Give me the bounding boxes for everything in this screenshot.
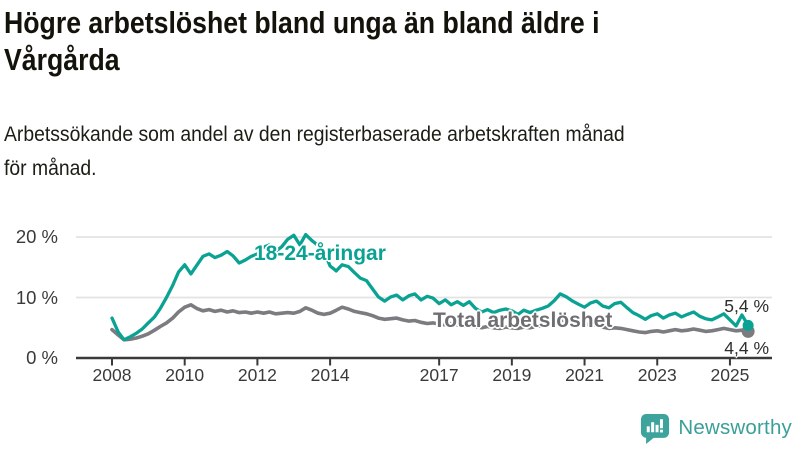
logo-exclamation-bar xyxy=(660,418,664,428)
series-label-18-24: 18-24-åringar xyxy=(254,242,386,265)
chart-canvas xyxy=(76,232,772,366)
x-tick-label-2010: 2010 xyxy=(165,365,205,385)
y-tick-label-0: 0 % xyxy=(26,347,58,368)
series-end-dot-0 xyxy=(742,319,754,331)
x-tick-label-2012: 2012 xyxy=(237,365,277,385)
logo-bar-medium xyxy=(655,424,659,432)
x-tick-label-2023: 2023 xyxy=(637,365,677,385)
subtitle-line-1: Arbetssökande som andel av den registerb… xyxy=(4,122,625,146)
chart-header: Högre arbetslöshet bland unga än bland ä… xyxy=(4,4,796,185)
y-tick-label-10: 10 % xyxy=(15,286,58,308)
chart-subtitle: Arbetssökande som andel av den registerb… xyxy=(4,117,717,185)
series-label-total: Total arbetslöshet xyxy=(433,309,613,332)
page-title: Högre arbetslöshet bland unga än bland ä… xyxy=(4,4,685,78)
x-tick-label-2021: 2021 xyxy=(565,365,605,385)
x-tick-label-2014: 2014 xyxy=(310,365,350,385)
x-tick-label-2019: 2019 xyxy=(492,365,532,385)
title-line-1: Högre arbetslöshet bland unga än bland ä… xyxy=(4,5,600,40)
newsworthy-logo-icon xyxy=(641,413,670,444)
logo-bar-tall xyxy=(651,421,655,432)
line-chart: 0 % 10 % 20 % 2008 2010 2012 2014 2017 2019 2021… xyxy=(0,195,800,400)
y-tick-label-20: 20 % xyxy=(15,226,58,247)
logo-bar-small xyxy=(647,425,651,432)
footer: Newsworthy xyxy=(0,412,792,444)
title-line-2: Vårgårda xyxy=(4,42,120,77)
x-tick-label-2017: 2017 xyxy=(419,365,459,385)
series-line-1 xyxy=(110,303,750,342)
subtitle-line-2: för månad. xyxy=(4,156,97,180)
end-value-label-total: 4,4 % xyxy=(724,338,769,358)
x-tick-label-2008: 2008 xyxy=(92,365,132,385)
series-line-0 xyxy=(110,232,750,342)
logo-exclamation-dot xyxy=(660,429,664,432)
end-value-label-18-24: 5,4 % xyxy=(724,296,769,316)
brand-name: Newsworthy xyxy=(678,416,792,439)
x-tick-label-2025: 2025 xyxy=(710,365,750,385)
